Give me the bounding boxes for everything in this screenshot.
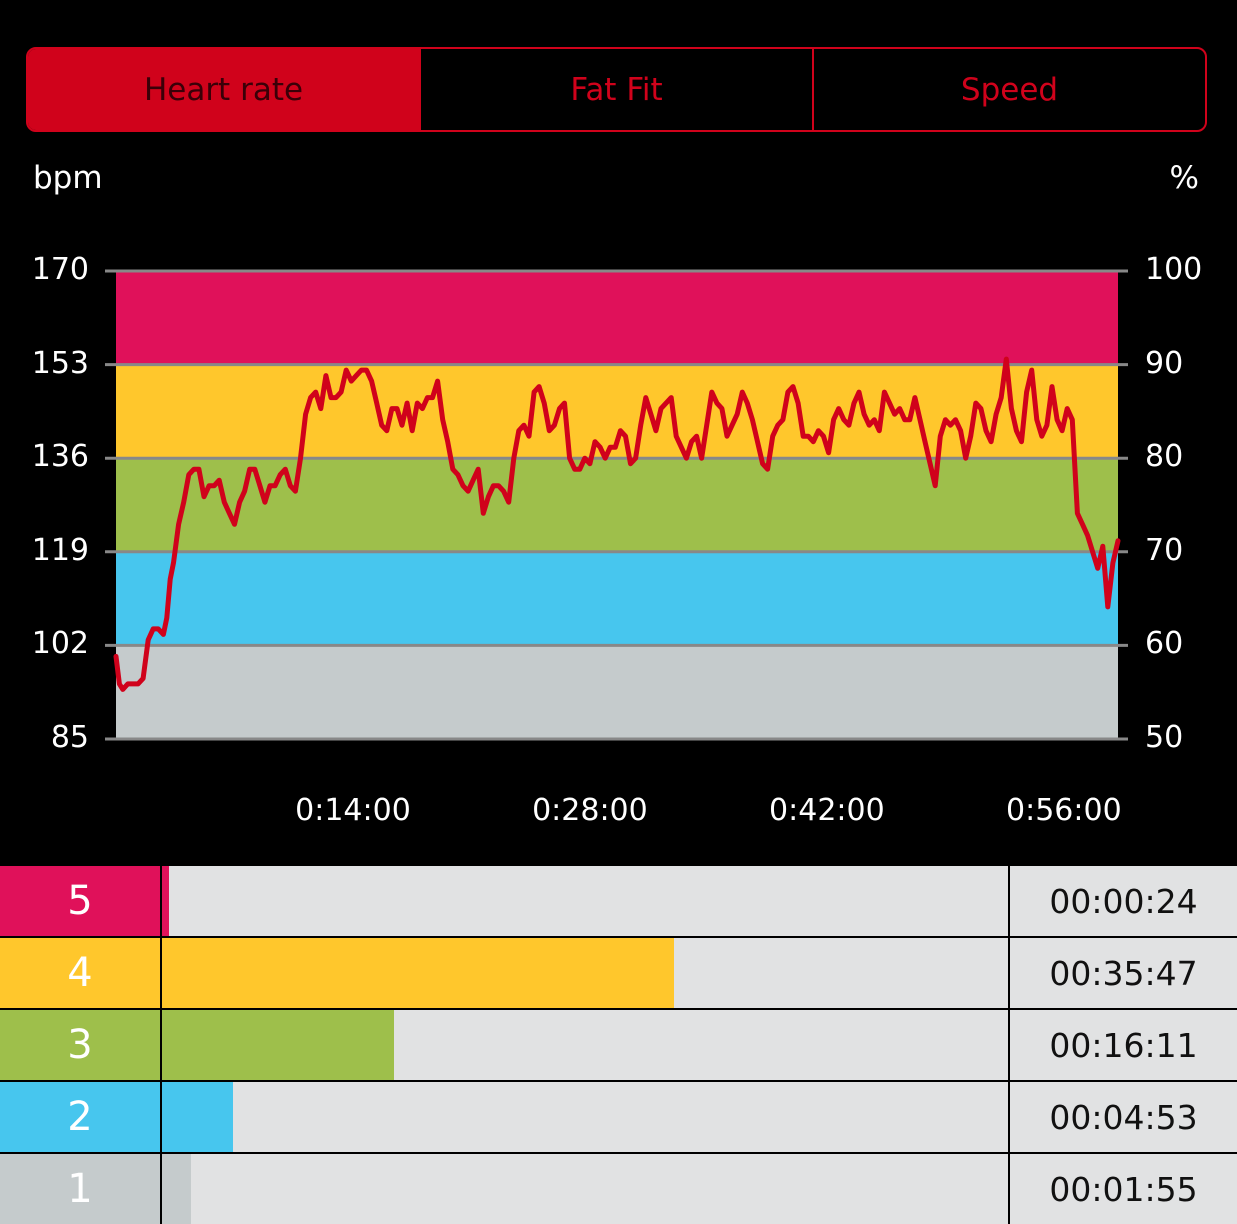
zone-bar-track	[162, 1082, 1008, 1152]
zone-duration: 00:16:11	[1010, 1010, 1237, 1080]
x-tick-label: 0:56:00	[1006, 793, 1122, 828]
zone-bar-track	[162, 1154, 1008, 1224]
zone-bar	[162, 1010, 394, 1080]
zone-number: 2	[0, 1082, 160, 1152]
y2-tick-label: 100	[1145, 252, 1203, 287]
zone-number: 1	[0, 1154, 160, 1224]
y-tick-label: 102	[31, 626, 89, 662]
zone-duration: 00:00:24	[1010, 866, 1237, 936]
y-tick-label: 136	[31, 439, 89, 475]
metric-tabs: Heart rate Fat Fit Speed	[26, 47, 1207, 132]
zone-duration: 00:01:55	[1010, 1154, 1237, 1224]
x-tick-label: 0:42:00	[769, 793, 885, 828]
zone-bar	[162, 1154, 191, 1224]
heart-rate-line	[113, 356, 1121, 692]
zone-bar-track	[162, 938, 1008, 1008]
zone-2-band	[116, 551, 1118, 646]
zone-row-2: 2 00:04:53	[0, 1082, 1237, 1152]
zone-5-band	[116, 271, 1118, 365]
heart-rate-chart	[105, 269, 1128, 741]
zone-number: 3	[0, 1010, 160, 1080]
zone-number: 4	[0, 938, 160, 1008]
zone-3-band	[116, 458, 1118, 552]
x-tick-label: 0:28:00	[532, 793, 648, 828]
zone-bar-track	[162, 866, 1008, 936]
zone-bar	[162, 866, 169, 936]
y2-tick-label: 60	[1145, 626, 1184, 662]
y-tick-label: 85	[50, 720, 89, 755]
zone-duration: 00:04:53	[1010, 1082, 1237, 1152]
zone-bar	[162, 938, 674, 1008]
zone-1-band	[116, 645, 1118, 739]
zone-number: 5	[0, 866, 160, 936]
gridlines	[105, 269, 1128, 741]
zone-row-1: 1 00:01:55	[0, 1154, 1237, 1224]
y-tick-label: 153	[31, 345, 89, 381]
y2-axis-unit-percent: %	[1169, 160, 1199, 196]
zone-row-5: 5 00:00:24	[0, 866, 1237, 936]
zone-row-3: 3 00:16:11	[0, 1010, 1237, 1080]
zone-row-4: 4 00:35:47	[0, 938, 1237, 1008]
zone-bands	[116, 271, 1118, 739]
y2-tick-label: 70	[1145, 532, 1184, 568]
tab-fat-fit[interactable]: Fat Fit	[419, 49, 812, 130]
y-axis-unit-bpm: bpm	[33, 160, 103, 196]
y2-tick-label: 50	[1145, 720, 1184, 755]
y-tick-label: 170	[31, 252, 89, 287]
zone-duration: 00:35:47	[1010, 938, 1237, 1008]
y-tick-label: 119	[31, 532, 89, 568]
y2-tick-label: 80	[1145, 439, 1184, 475]
zone-bar	[162, 1082, 234, 1152]
tab-heart-rate[interactable]: Heart rate	[28, 49, 419, 130]
tab-speed[interactable]: Speed	[812, 49, 1205, 130]
y2-tick-label: 90	[1145, 345, 1184, 381]
zone-bar-track	[162, 1010, 1008, 1080]
x-tick-label: 0:14:00	[295, 793, 411, 828]
